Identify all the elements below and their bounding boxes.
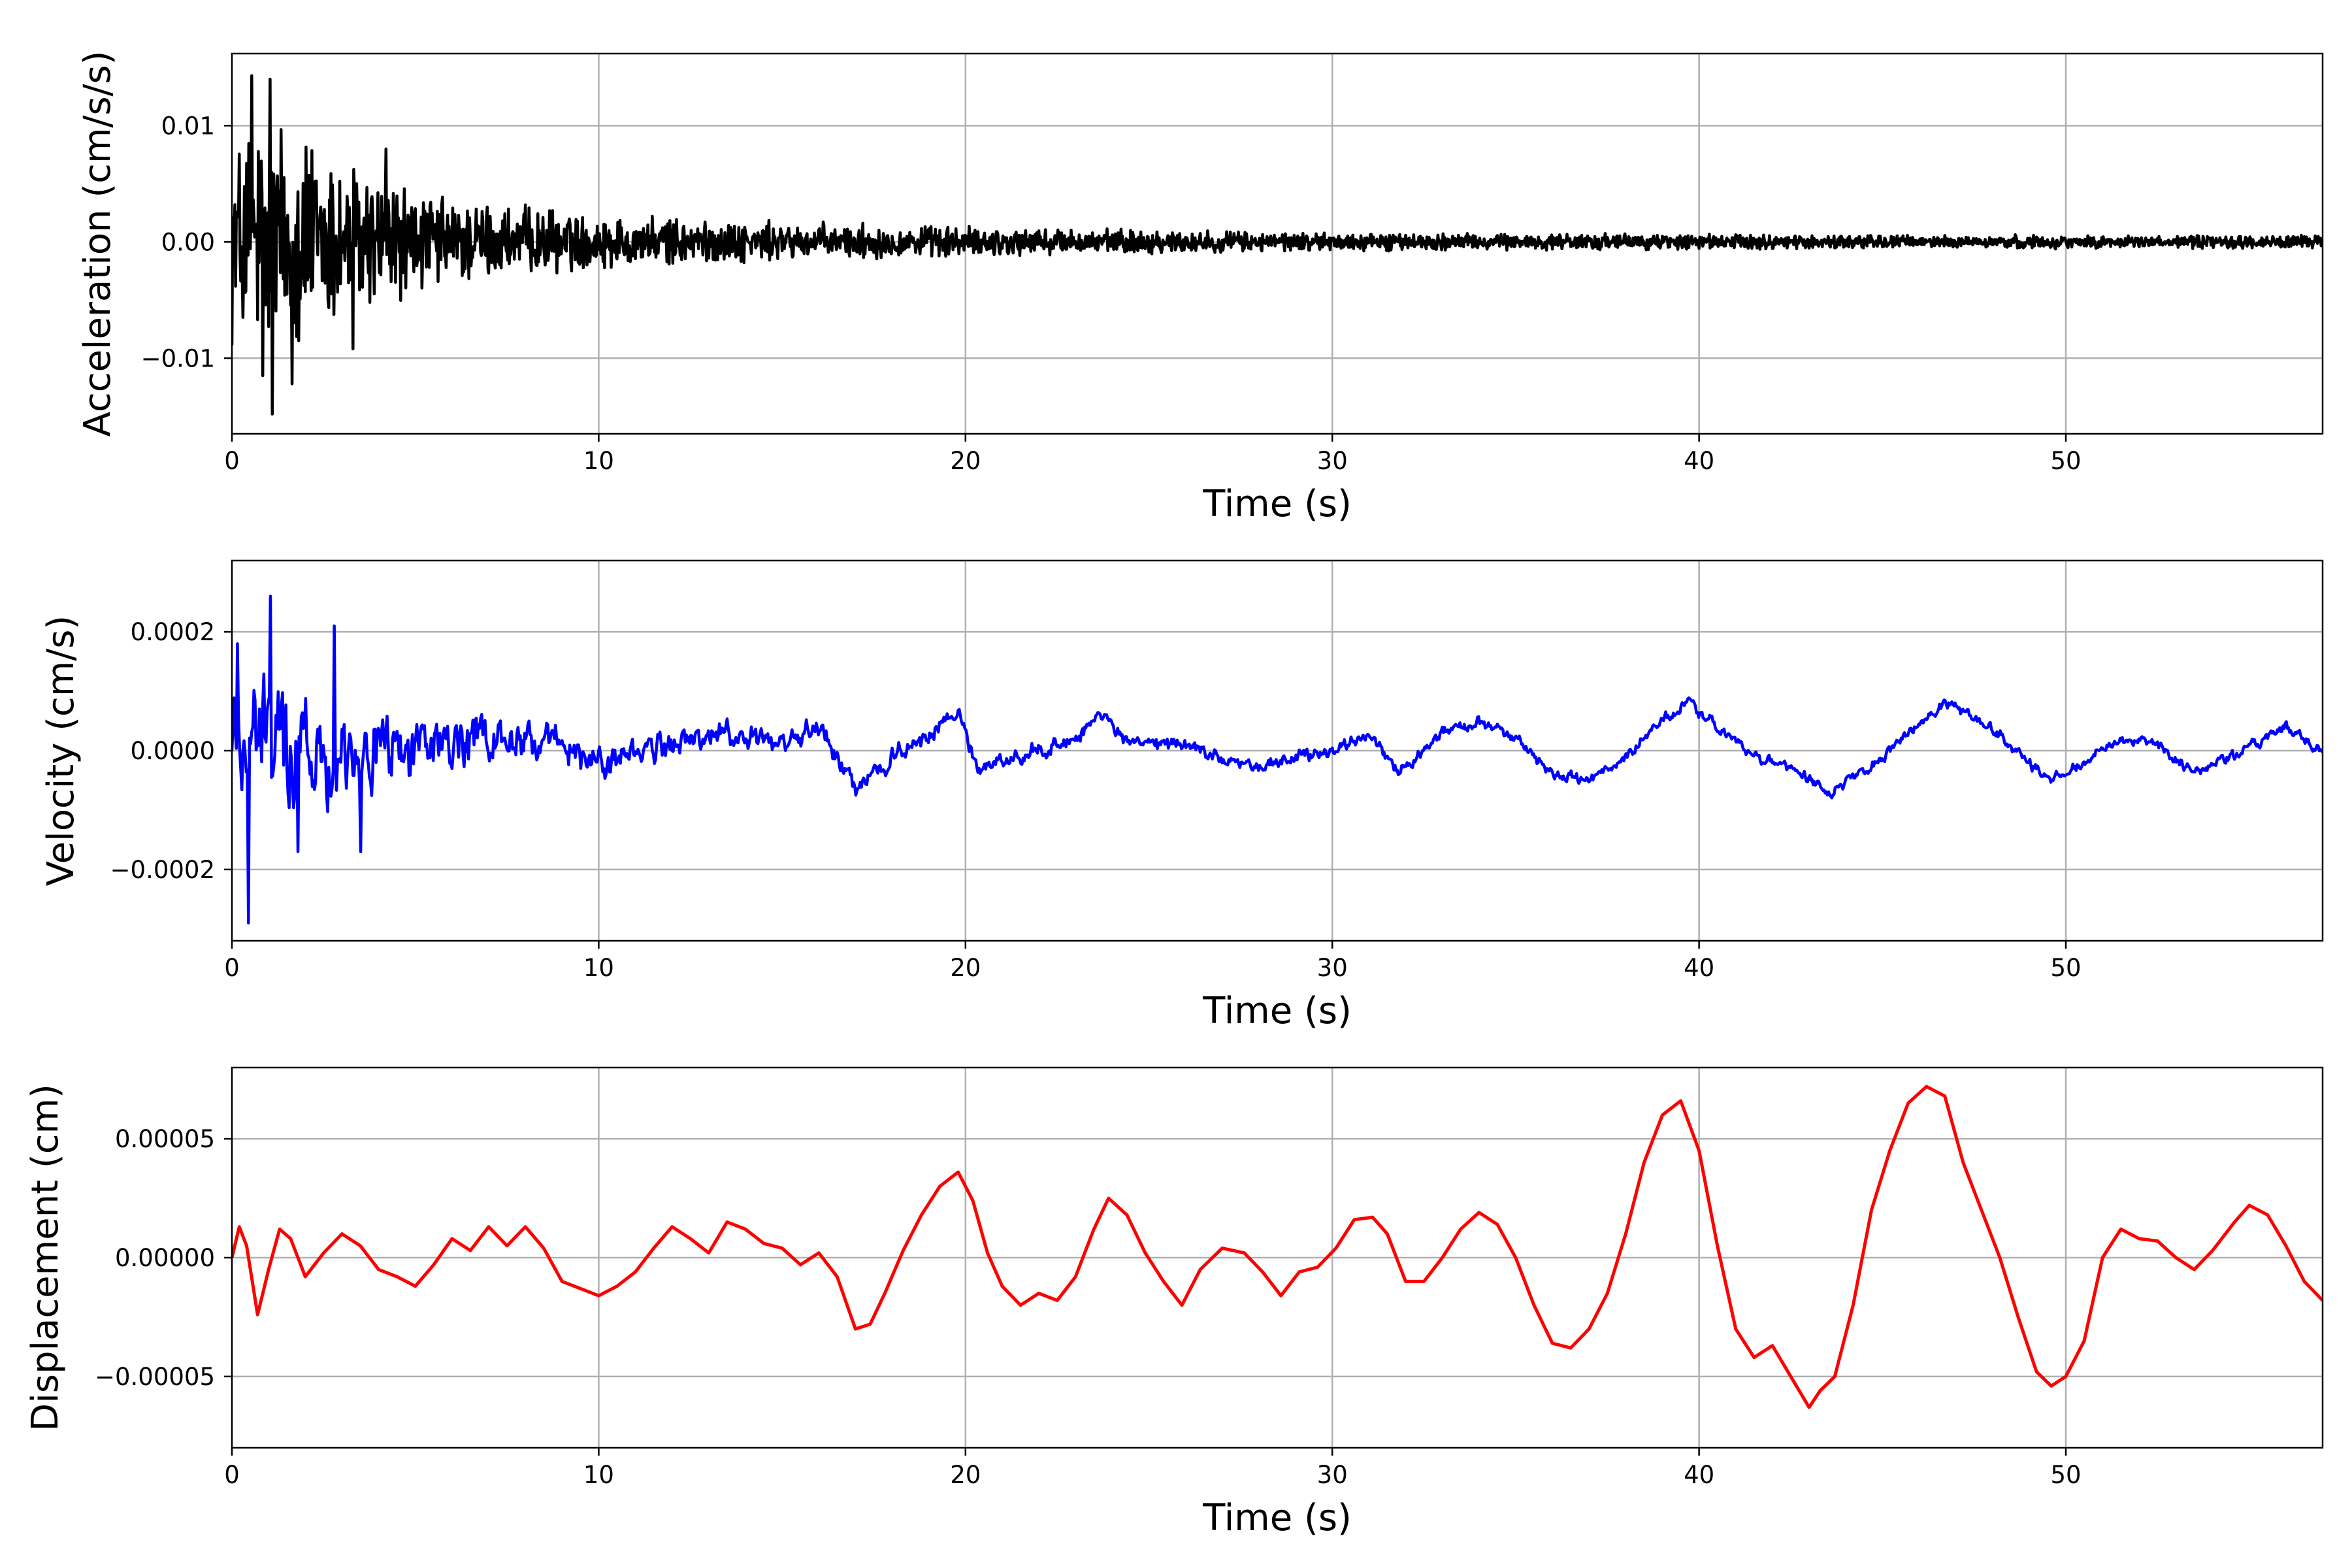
acceleration-xtick-label: 50 xyxy=(2050,447,2081,475)
acceleration-xlabel: Time (s) xyxy=(1202,483,1352,525)
acceleration-axes-frame xyxy=(231,52,2324,435)
velocity-xtick-label: 20 xyxy=(950,954,981,982)
acceleration-panel: Acceleration (cm/s/s) Time (s) 0 10 20 30 40… xyxy=(76,51,2324,525)
acceleration-ylabel: Acceleration (cm/s/s) xyxy=(76,51,119,437)
velocity-ytick-label: −0.0002 xyxy=(110,856,215,884)
displacement-xtick-label: 20 xyxy=(950,1461,981,1489)
velocity-xtick-label: 40 xyxy=(1684,954,1714,982)
displacement-xtick-label: 0 xyxy=(224,1461,240,1489)
displacement-xlabel: Time (s) xyxy=(1202,1497,1352,1539)
velocity-panel: Velocity (cm/s) Time (s) 0 10 20 30 40 50 0.00… xyxy=(40,559,2324,1032)
displacement-xtick-label: 40 xyxy=(1684,1461,1714,1489)
displacement-grid xyxy=(232,1068,2323,1448)
velocity-ytick-label: 0.0002 xyxy=(131,618,215,646)
acceleration-xtick-label: 0 xyxy=(224,447,240,475)
acceleration-xtick-label: 10 xyxy=(583,447,614,475)
displacement-xtick-label: 30 xyxy=(1317,1461,1348,1489)
velocity-xtick-label: 0 xyxy=(224,954,240,982)
acceleration-xtick-label: 30 xyxy=(1317,447,1348,475)
acceleration-ytick-label: 0.00 xyxy=(161,228,215,256)
velocity-xtick-label: 50 xyxy=(2050,954,2081,982)
velocity-xtick-label: 30 xyxy=(1317,954,1348,982)
velocity-ytick-label: 0.0000 xyxy=(131,737,215,765)
acceleration-series-line xyxy=(232,74,2323,416)
velocity-xlabel: Time (s) xyxy=(1202,990,1352,1032)
displacement-xtick-label: 50 xyxy=(2050,1461,2081,1489)
displacement-ytick-label: −0.00005 xyxy=(95,1363,215,1391)
velocity-series-line xyxy=(232,595,2323,924)
displacement-xtick-label: 10 xyxy=(583,1461,614,1489)
acceleration-xtick-label: 20 xyxy=(950,447,981,475)
displacement-ytick-label: 0.00000 xyxy=(115,1244,215,1272)
acceleration-ytick-label: −0.01 xyxy=(141,344,215,372)
displacement-ylabel: Displacement (cm) xyxy=(24,1084,67,1431)
velocity-xtick-label: 10 xyxy=(583,954,614,982)
displacement-panel: Displacement (cm) Time (s) 0 10 20 30 40 50 0.… xyxy=(24,1066,2324,1539)
displacement-series-line xyxy=(232,1085,2323,1409)
displacement-ytick-label: 0.00005 xyxy=(115,1125,215,1153)
acceleration-xtick-label: 40 xyxy=(1684,447,1714,475)
velocity-ylabel: Velocity (cm/s) xyxy=(40,615,82,887)
acceleration-ytick-label: 0.01 xyxy=(161,112,215,140)
